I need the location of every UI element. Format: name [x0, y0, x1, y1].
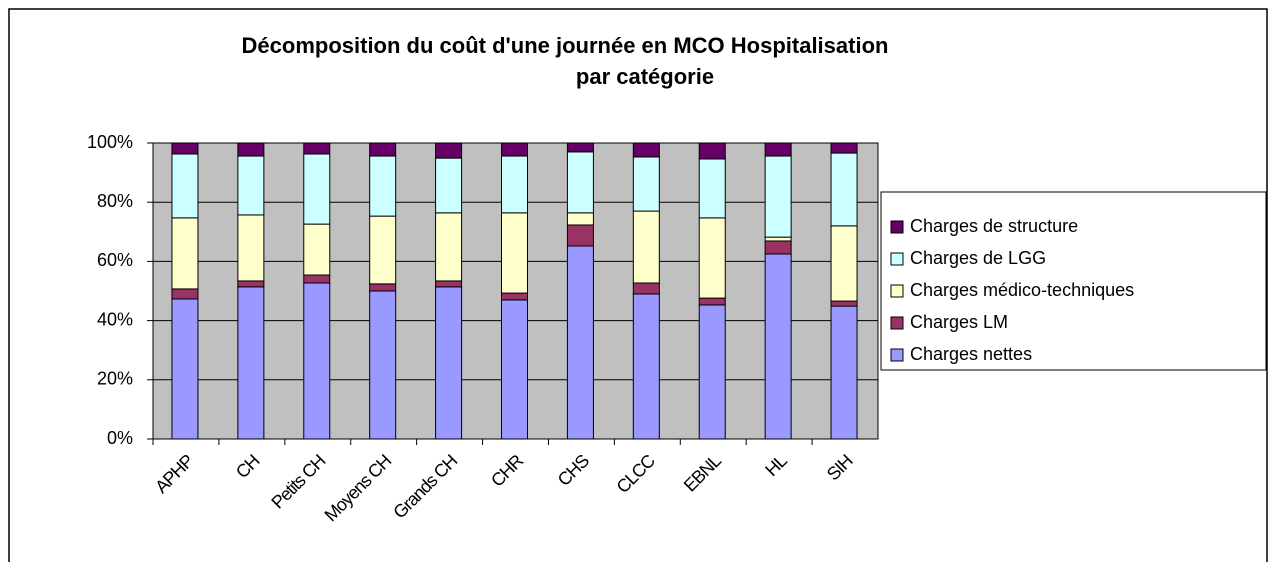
legend-swatch: [890, 252, 904, 266]
bar-segment: [830, 300, 858, 307]
bar-segment: [303, 223, 331, 276]
bar-segment: [237, 286, 265, 440]
bar-segment: [171, 288, 199, 300]
bar-segment: [830, 305, 858, 440]
bar-segment: [237, 214, 265, 282]
bar-segment: [369, 290, 397, 440]
legend-swatch: [890, 220, 904, 234]
y-tick-label: 100%: [87, 132, 133, 152]
bar-segment: [566, 212, 594, 226]
bar-segment: [698, 142, 726, 160]
bar-segment: [237, 155, 265, 216]
bar-segment: [698, 304, 726, 440]
y-tick-label: 0%: [107, 428, 133, 448]
bar-segment: [435, 212, 463, 282]
bar-segment: [501, 212, 528, 294]
bar-segment: [566, 151, 594, 214]
bar-segment: [501, 155, 528, 214]
legend-swatch: [890, 284, 904, 298]
bar-segment: [830, 152, 858, 227]
bar-segment: [435, 157, 463, 214]
legend-label: Charges LM: [910, 312, 1008, 332]
bar-segment: [369, 215, 397, 285]
bar-segment: [764, 155, 792, 238]
bar-segment: [764, 142, 792, 157]
bar-segment: [764, 240, 792, 255]
bar-segment: [303, 142, 331, 155]
bar-segment: [435, 280, 463, 288]
bar-segment: [698, 217, 726, 299]
bar-segment: [632, 210, 660, 284]
bar-segment: [303, 153, 331, 225]
legend-box: [880, 191, 1267, 371]
bar-segment: [566, 245, 594, 440]
bar-segment: [566, 224, 594, 247]
legend-label: Charges de LGG: [910, 248, 1046, 268]
bar-segment: [171, 217, 199, 290]
plot-border: [152, 142, 879, 440]
bar-segment: [501, 142, 528, 157]
bar-segment: [303, 282, 331, 440]
bar-segment: [303, 274, 331, 284]
bar-segment: [698, 297, 726, 306]
bar-segment: [632, 142, 660, 158]
bar-segment: [369, 142, 397, 157]
bar-segment: [237, 280, 265, 288]
bar-segment: [171, 142, 199, 155]
bar-segment: [632, 282, 660, 295]
bar-segment: [369, 283, 397, 292]
bar-segment: [764, 253, 792, 440]
bar-segment: [237, 142, 265, 157]
y-tick-label: 20%: [97, 369, 133, 389]
bar-segment: [435, 286, 463, 440]
bar-segment: [830, 142, 858, 154]
bar-segment: [830, 225, 858, 302]
bar-segment: [632, 156, 660, 212]
bar-segment: [369, 155, 397, 217]
bar-segment: [698, 158, 726, 219]
bar-segment: [764, 236, 792, 242]
bar-segment: [501, 299, 528, 440]
bar-segment: [435, 142, 463, 159]
legend-label: Charges de structure: [910, 216, 1078, 236]
bar-segment: [171, 298, 199, 440]
legend-label: Charges nettes: [910, 344, 1032, 364]
y-tick-label: 60%: [97, 250, 133, 270]
bar-segment: [501, 292, 528, 301]
bar-segment: [566, 142, 594, 153]
legend-swatch: [890, 348, 904, 362]
chart-subtitle: par catégorie: [576, 64, 714, 89]
y-tick-label: 40%: [97, 309, 133, 329]
legend-label: Charges médico-techniques: [910, 280, 1134, 300]
bar-segment: [632, 293, 660, 440]
y-tick-label: 80%: [97, 191, 133, 211]
chart-title: Décomposition du coût d'une journée en M…: [242, 33, 889, 58]
legend-swatch: [890, 316, 904, 330]
bar-segment: [171, 153, 199, 219]
